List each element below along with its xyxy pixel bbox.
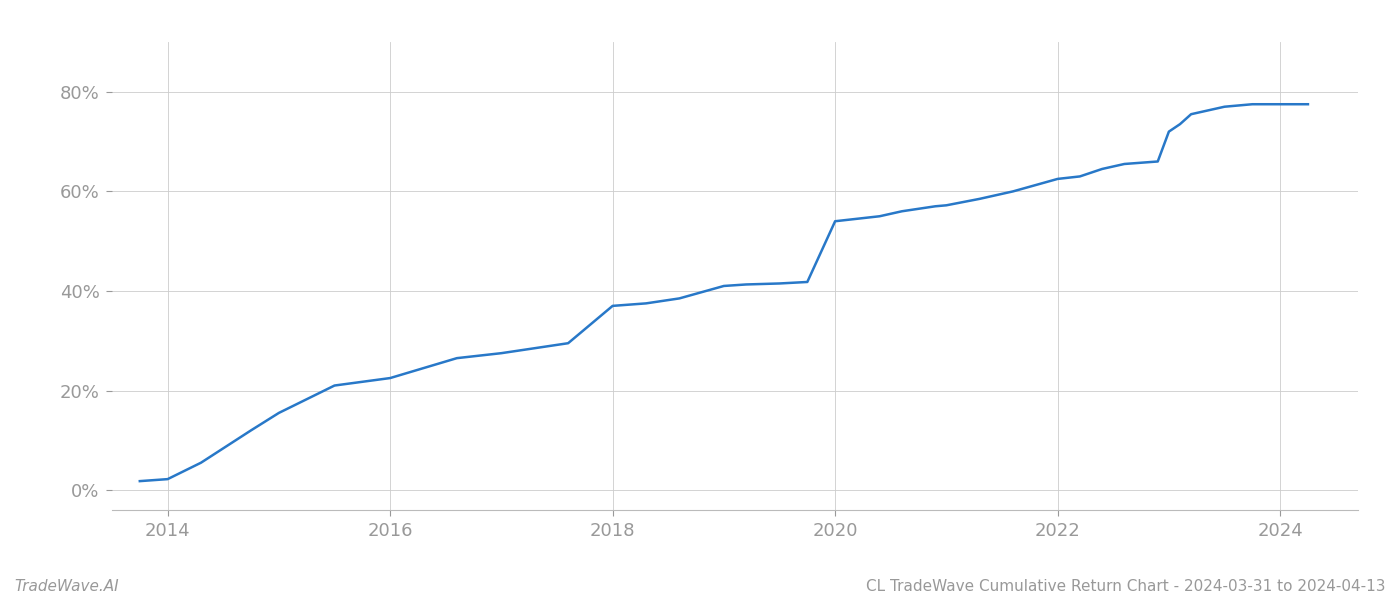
Text: TradeWave.AI: TradeWave.AI bbox=[14, 579, 119, 594]
Text: CL TradeWave Cumulative Return Chart - 2024-03-31 to 2024-04-13: CL TradeWave Cumulative Return Chart - 2… bbox=[867, 579, 1386, 594]
